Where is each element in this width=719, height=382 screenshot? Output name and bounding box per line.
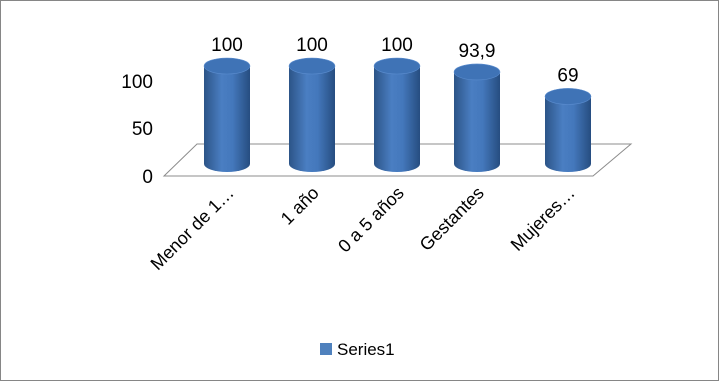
bar [453, 63, 501, 172]
bar [288, 57, 336, 172]
y-axis-ticks: 0 50 100 [121, 72, 153, 188]
category-label: 0 a 5 años [334, 183, 408, 257]
bar-body [374, 66, 420, 172]
bar-body [545, 96, 591, 172]
data-label: 100 [211, 35, 243, 56]
bar-body [289, 66, 335, 172]
category-label: Gestantes [416, 183, 488, 255]
bar-body [204, 66, 250, 172]
category-label: Menor de 1… [147, 183, 238, 274]
data-label: 100 [296, 35, 328, 56]
bar [544, 88, 592, 172]
bars [203, 57, 592, 172]
bar [373, 57, 421, 172]
bar-body [454, 71, 500, 172]
legend-label-series1: Series1 [337, 340, 395, 359]
category-label: 1 año [277, 183, 323, 229]
category-label: Mujeres… [507, 183, 579, 255]
legend: Series1 [320, 340, 395, 359]
y-tick-label: 0 [142, 167, 153, 188]
bar-top [288, 57, 336, 75]
x-axis-categories: Menor de 1… 1 año 0 a 5 años Gestantes Mujer… [147, 183, 579, 274]
data-labels: 100 100 100 93,9 69 [211, 35, 578, 86]
bar-top [203, 57, 251, 75]
data-label: 93,9 [459, 41, 496, 62]
bar-top [373, 57, 421, 75]
legend-swatch-series1 [320, 343, 332, 355]
bar-top [453, 63, 501, 81]
bar-top [544, 88, 592, 105]
data-label: 69 [557, 65, 578, 86]
data-label: 100 [381, 35, 413, 56]
y-tick-label: 50 [132, 119, 153, 140]
bar [203, 57, 251, 172]
y-tick-label: 100 [121, 72, 153, 93]
